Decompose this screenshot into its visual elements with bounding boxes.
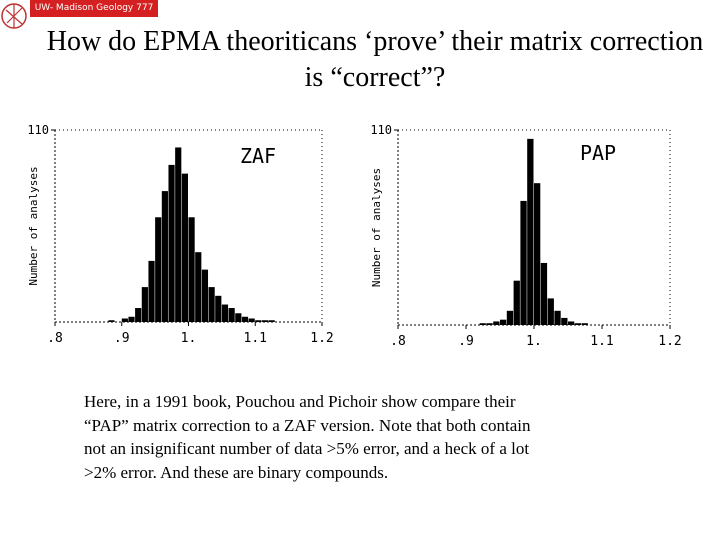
bar	[568, 321, 575, 325]
x-tick-label: 1.	[181, 331, 197, 346]
bar	[561, 317, 568, 325]
chart-label: PAP	[580, 141, 616, 165]
bar	[175, 147, 182, 322]
x-tick-label: .9	[458, 334, 474, 349]
bar	[261, 320, 269, 322]
body-line: >2% error. And these are binary compound…	[84, 462, 389, 482]
body-line: “PAP” matrix correction to a ZAF version…	[84, 415, 531, 435]
bar	[540, 262, 548, 325]
bar	[201, 269, 209, 322]
body-line: Here, in a 1991 book, Pouchou and Pichoi…	[84, 392, 516, 411]
y-axis-label: Number of analyses	[370, 168, 383, 287]
bar	[188, 217, 195, 322]
bar	[547, 298, 554, 325]
bar	[581, 323, 588, 325]
charts: .8 .9 1. 1.1 1.2 110 Number of analyses ZAF .8 .9…	[27, 123, 682, 349]
bar	[168, 164, 175, 322]
x-tick-label: 1.2	[658, 334, 681, 349]
bar	[255, 320, 262, 322]
x-tick-label: .9	[114, 331, 130, 346]
bar	[108, 320, 115, 322]
bar	[268, 320, 275, 322]
bar	[479, 323, 486, 325]
bar	[181, 173, 188, 322]
bar	[534, 183, 541, 325]
bar	[161, 191, 168, 322]
slide-title: How do EPMA theoriticans ‘prove’ their m…	[46, 26, 704, 93]
y-tick-label: 110	[370, 123, 392, 137]
logo	[1, 3, 27, 29]
bar	[241, 316, 249, 322]
bar	[141, 287, 148, 322]
x-tick-label: 1.1	[244, 331, 267, 346]
bar	[148, 260, 155, 322]
bar	[121, 318, 128, 322]
x-tick-label: .8	[47, 331, 63, 346]
bar	[235, 313, 242, 322]
x-tick-label: 1.2	[310, 331, 333, 346]
bar	[493, 321, 500, 325]
bar	[486, 323, 493, 325]
bar	[208, 287, 215, 322]
bar	[221, 304, 229, 322]
bar	[513, 280, 520, 325]
chart-label: ZAF	[240, 144, 276, 168]
badge: UW- Madison Geology 777	[30, 0, 158, 17]
bar	[215, 295, 222, 322]
y-tick-label: 110	[27, 123, 49, 137]
bar	[554, 310, 561, 325]
bar	[195, 252, 202, 322]
x-tick-label: 1.	[526, 334, 542, 349]
bar	[228, 308, 235, 322]
bar	[155, 217, 162, 322]
body-text: Here, in a 1991 book, Pouchou and Pichoi…	[84, 390, 704, 484]
bar	[500, 319, 507, 325]
x-tick-label: .8	[390, 334, 406, 349]
bar	[248, 318, 255, 322]
bar	[128, 316, 135, 322]
bar	[520, 200, 527, 325]
y-axis-label: Number of analyses	[27, 166, 40, 285]
bar	[506, 310, 514, 325]
body-line: not an insignificant number of data >5% …	[84, 439, 530, 458]
bar	[527, 138, 534, 325]
bar	[135, 308, 142, 322]
x-tick-label: 1.1	[590, 334, 613, 349]
bar	[574, 323, 582, 325]
